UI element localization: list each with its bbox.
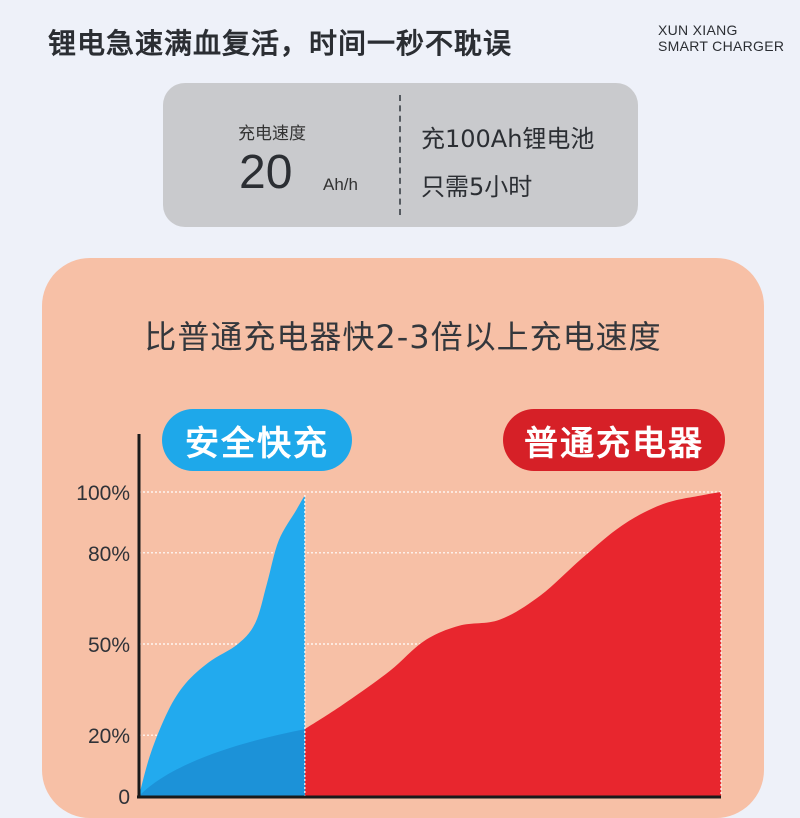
fast-charge-label: 安全快充 xyxy=(162,409,352,471)
charge-comparison-chart: 100% 80% 50% 20% 0 xyxy=(76,434,722,809)
normal-charger-area xyxy=(304,492,721,796)
y-tick-label: 50% xyxy=(88,634,130,657)
y-tick-label: 20% xyxy=(88,725,130,748)
charging-speed-unit: Ah/h xyxy=(323,175,358,194)
charging-speed-value: 20 xyxy=(239,146,293,199)
brand-logo: XUN XIANG SMART CHARGER xyxy=(658,22,784,54)
charging-speed-box: 充电速度 20 Ah/h 充100Ah锂电池 只需5小时 xyxy=(163,83,638,227)
fast-charge-area xyxy=(139,495,305,796)
normal-charger-label: 普通充电器 xyxy=(503,409,725,471)
brand-line-2: SMART CHARGER xyxy=(658,38,785,54)
comparison-panel: 比普通充电器快2-3倍以上充电速度 安全快充 普通充电器 100% 80% 50% 2… xyxy=(42,258,764,818)
fast-charge-inner-band xyxy=(139,729,305,796)
y-tick-label: 80% xyxy=(88,543,130,566)
comparison-title: 比普通充电器快2-3倍以上充电速度 xyxy=(144,318,662,356)
y-tick-label: 0 xyxy=(118,786,130,809)
charge-time-text: 只需5小时 xyxy=(421,173,533,201)
page-headline: 锂电急速满血复活，时间一秒不耽误 xyxy=(48,27,513,60)
brand-line-1: XUN XIANG xyxy=(658,22,738,38)
battery-capacity-text: 充100Ah锂电池 xyxy=(421,125,595,153)
y-tick-label: 100% xyxy=(76,482,130,505)
charging-speed-label: 充电速度 xyxy=(238,124,306,144)
spec-divider xyxy=(399,95,401,215)
